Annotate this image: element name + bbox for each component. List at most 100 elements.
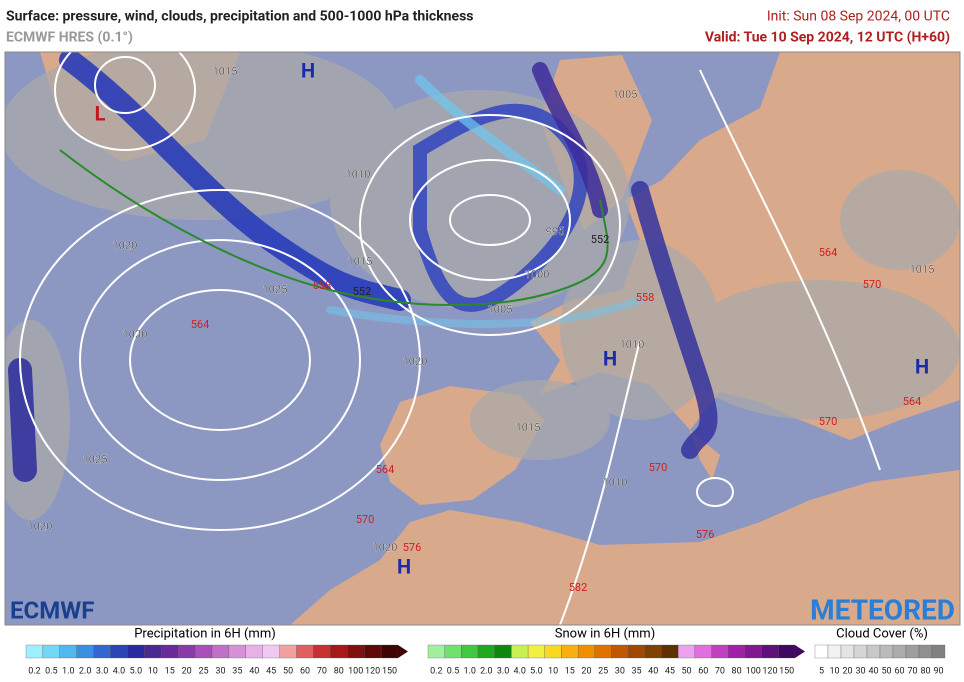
isobar-label: 1015 bbox=[348, 255, 373, 268]
legend: Precipitation in 6H (mm) Snow in 6H (mm)… bbox=[25, 626, 946, 676]
legend-swatch bbox=[461, 644, 479, 659]
legend-tick-label: 60 bbox=[698, 666, 708, 676]
legend-swatch bbox=[814, 644, 829, 659]
pressure-center: H bbox=[301, 58, 315, 82]
pressure-center: H bbox=[915, 354, 929, 378]
isobar-label: 1030 bbox=[123, 328, 148, 341]
legend-swatch bbox=[262, 644, 280, 659]
legend-tick-label: 35 bbox=[631, 666, 641, 676]
legend-swatch bbox=[42, 644, 60, 659]
legend-tick-label: 3.0 bbox=[497, 666, 510, 676]
legend-swatch bbox=[678, 644, 696, 659]
thickness-label: 582 bbox=[569, 581, 588, 594]
valid-time: Valid: Tue 10 Sep 2024, 12 UTC (H+60) bbox=[705, 30, 950, 46]
legend-tick-label: 50 bbox=[682, 666, 692, 676]
legend-tick-label: 50 bbox=[283, 666, 293, 676]
legend-swatch bbox=[827, 644, 842, 659]
thickness-label: 558 bbox=[313, 279, 332, 292]
legend-swatch bbox=[364, 644, 382, 659]
isobar-label: 1005 bbox=[488, 303, 513, 316]
legend-tick-label: 10 bbox=[829, 666, 839, 676]
thickness-label: 552 bbox=[353, 285, 372, 298]
legend-tick-label: 120 bbox=[762, 666, 777, 676]
legend-tick-label: 60 bbox=[300, 666, 310, 676]
legend-tick-label: 25 bbox=[598, 666, 608, 676]
legend-swatch bbox=[853, 644, 868, 659]
legend-title: Precipitation in 6H (mm) bbox=[134, 626, 276, 641]
isobar-label: 1020 bbox=[403, 355, 428, 368]
thickness-label: 564 bbox=[903, 395, 922, 408]
legend-tick-label: 5 bbox=[819, 666, 824, 676]
pressure-center: L bbox=[95, 101, 106, 125]
legend-swatch bbox=[313, 644, 331, 659]
legend-tick-label: 20 bbox=[182, 666, 192, 676]
legend-tick-label: 1.0 bbox=[463, 666, 476, 676]
legend-swatch bbox=[761, 644, 779, 659]
legend-tick-label: 120 bbox=[365, 666, 380, 676]
thickness-label: 558 bbox=[636, 291, 655, 304]
thickness-label: 576 bbox=[403, 541, 422, 554]
legend-swatch bbox=[728, 644, 746, 659]
legend-swatch bbox=[778, 644, 796, 659]
legend-swatch bbox=[211, 644, 230, 659]
legend-tick-label: 45 bbox=[266, 666, 276, 676]
init-time: Init: Sun 08 Sep 2024, 00 UTC bbox=[767, 9, 950, 25]
legend-swatch bbox=[918, 644, 933, 659]
legend-swatch bbox=[25, 644, 44, 659]
legend-tick-label: 15 bbox=[565, 666, 575, 676]
legend-tick-label: 100 bbox=[746, 666, 761, 676]
legend-tick-label: 2.0 bbox=[480, 666, 493, 676]
legend-tick-label: 5.0 bbox=[530, 666, 543, 676]
legend-tick-label: 70 bbox=[317, 666, 327, 676]
thickness-label: 570 bbox=[819, 415, 838, 428]
thickness-label: 564 bbox=[819, 246, 838, 259]
legend-tick-label: 20 bbox=[581, 666, 591, 676]
logo-meteored: METEORED bbox=[810, 593, 955, 626]
map: ECMWF METEORED 1020 1025 1030 1020 1015 1010 1… bbox=[4, 51, 961, 626]
legend-swatch bbox=[330, 644, 348, 659]
map-frame bbox=[4, 51, 961, 626]
legend-tick-label: 70 bbox=[715, 666, 725, 676]
legend-swatch bbox=[110, 644, 128, 659]
legend-swatch bbox=[76, 644, 94, 659]
legend-tick-label: 150 bbox=[779, 666, 794, 676]
legend-swatch bbox=[931, 644, 946, 659]
legend-swatch bbox=[711, 644, 729, 659]
legend-swatch bbox=[444, 644, 462, 659]
legend-swatch bbox=[477, 644, 495, 659]
legend-swatch bbox=[127, 644, 145, 659]
legend-swatch bbox=[59, 644, 77, 659]
legend-tick-label: 1.0 bbox=[62, 666, 75, 676]
isobar-label: 1020 bbox=[373, 541, 398, 554]
thickness-label: 576 bbox=[696, 528, 715, 541]
legend-tick-label: 60 bbox=[894, 666, 904, 676]
legend-swatch bbox=[628, 644, 646, 659]
legend-tick-label: 3.0 bbox=[96, 666, 109, 676]
legend-arrow bbox=[795, 645, 805, 658]
legend-tick-label: 90 bbox=[933, 666, 943, 676]
legend-swatch bbox=[840, 644, 855, 659]
thickness-label: 570 bbox=[649, 461, 668, 474]
thickness-label: 564 bbox=[191, 318, 210, 331]
legend-swatch bbox=[144, 644, 162, 659]
legend-swatch bbox=[744, 644, 762, 659]
isobar-label: 1010 bbox=[620, 338, 645, 351]
isobar-label: 1005 bbox=[613, 88, 638, 101]
legend-tick-label: 4.0 bbox=[514, 666, 527, 676]
legend-swatch bbox=[694, 644, 712, 659]
legend-swatch bbox=[905, 644, 920, 659]
legend-tick-label: 0.2 bbox=[430, 666, 443, 676]
legend-swatch bbox=[661, 644, 679, 659]
legend-tick-label: 10 bbox=[148, 666, 158, 676]
isobar-label: 1000 bbox=[525, 268, 550, 281]
legend-title: Snow in 6H (mm) bbox=[555, 626, 655, 641]
thickness-label: 570 bbox=[356, 513, 375, 526]
legend-swatch bbox=[380, 644, 399, 659]
isobar-label: 1020 bbox=[28, 520, 53, 533]
legend-swatch bbox=[644, 644, 662, 659]
legend-tick-label: 25 bbox=[198, 666, 208, 676]
isobars bbox=[19, 52, 881, 625]
legend-title: Cloud Cover (%) bbox=[836, 626, 928, 641]
legend-tick-label: 40 bbox=[648, 666, 658, 676]
